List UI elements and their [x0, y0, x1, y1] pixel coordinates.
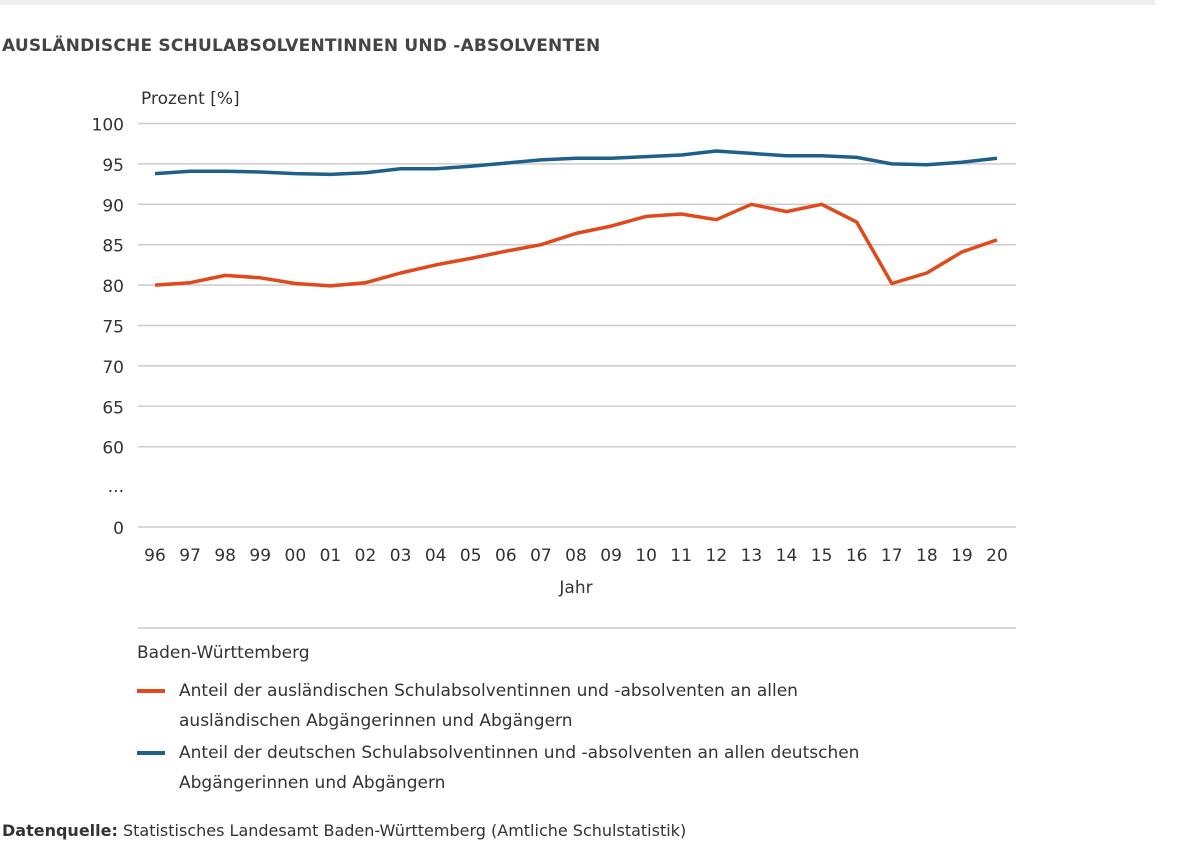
x-tick-label: 13: [741, 546, 763, 566]
y-tick-label: ...: [108, 477, 124, 497]
x-tick-label: 18: [916, 546, 938, 566]
x-tick-label: 06: [495, 546, 517, 566]
y-tick-label: 60: [102, 439, 124, 459]
legend-item-german: Anteil der deutschen Schulabsolventinnen…: [137, 738, 879, 798]
y-tick-label: 65: [102, 398, 124, 418]
x-axis-label: Jahr: [558, 578, 592, 598]
legend-swatch-blue: [137, 751, 165, 755]
x-tick-label: 98: [214, 546, 236, 566]
x-tick-label: 02: [355, 546, 377, 566]
x-tick-label: 97: [179, 546, 201, 566]
x-tick-label: 20: [986, 546, 1008, 566]
x-tick-label: 15: [811, 546, 833, 566]
x-tick-label: 96: [144, 546, 166, 566]
y-tick-label: 100: [92, 116, 124, 136]
x-tick-label: 14: [776, 546, 798, 566]
y-tick-label: 90: [102, 196, 124, 216]
x-tick-label: 10: [635, 546, 657, 566]
legend-label: Anteil der ausländischen Schulabsolventi…: [179, 681, 798, 731]
chart-title: AUSLÄNDISCHE SCHULABSOLVENTINNEN UND -AB…: [2, 36, 601, 56]
series-line-german: [154, 149, 998, 177]
y-tick-label: 70: [102, 358, 124, 378]
x-tick-label: 99: [249, 546, 271, 566]
y-tick-label: 0: [113, 519, 124, 539]
x-tick-label: 01: [320, 546, 342, 566]
y-tick-label: 95: [102, 156, 124, 176]
x-tick-label: 03: [390, 546, 412, 566]
y-tick-label: 80: [102, 277, 124, 297]
source-text: Statistisches Landesamt Baden-Württember…: [117, 821, 687, 840]
x-tick-label: 08: [565, 546, 587, 566]
x-tick-label: 17: [881, 546, 903, 566]
series-line-foreign: [154, 202, 998, 288]
data-source: Datenquelle: Statistisches Landesamt Bad…: [2, 821, 686, 840]
x-tick-label: 09: [600, 546, 622, 566]
x-tick-label: 04: [425, 546, 447, 566]
legend-swatch-orange: [137, 689, 165, 693]
y-axis-label: Prozent [%]: [141, 89, 240, 109]
x-tick-label: 05: [460, 546, 482, 566]
top-bar: [0, 0, 1155, 5]
legend-label: Anteil der deutschen Schulabsolventinnen…: [179, 743, 860, 793]
x-tick-label: 00: [285, 546, 307, 566]
x-tick-label: 16: [846, 546, 868, 566]
y-tick-label: 85: [102, 237, 124, 257]
x-tick-label: 19: [951, 546, 973, 566]
y-tick-label: 75: [102, 318, 124, 338]
source-label: Datenquelle:: [2, 821, 118, 840]
legend-title: Baden-Württemberg: [137, 643, 310, 663]
legend-item-foreign: Anteil der ausländischen Schulabsolventi…: [137, 676, 879, 736]
x-tick-label: 12: [706, 546, 728, 566]
x-tick-label: 07: [530, 546, 552, 566]
x-tick-label: 11: [670, 546, 692, 566]
